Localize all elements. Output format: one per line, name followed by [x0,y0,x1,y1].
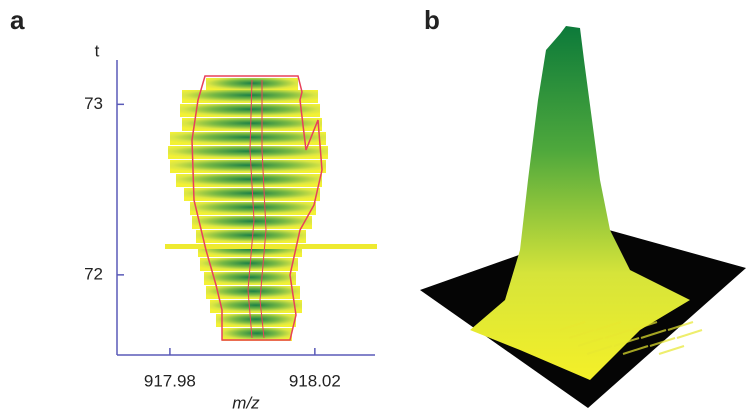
heatmap-row [222,328,292,341]
streak [595,321,622,331]
streak [622,345,649,355]
heatmap-row [184,188,320,201]
heatmap-row [204,272,296,285]
streak [649,337,676,347]
y-tick-label: 73 [84,94,103,113]
contour [191,75,323,341]
streak [577,337,604,347]
streak [676,329,703,339]
heatmap-row [210,300,302,313]
heatmap-row [170,160,326,173]
contour [247,79,267,339]
streak [631,321,658,331]
heatmap-row [182,118,322,131]
streak [604,329,631,339]
panel-label: b [424,5,440,35]
streak [613,337,640,347]
peak [470,26,690,380]
streak [667,321,694,331]
x-tick-label: 918.02 [289,371,341,390]
y-tick-label: 72 [84,264,103,283]
streak [568,329,595,339]
x-axis-label: m/z [232,393,260,412]
heatmap-row [180,104,320,117]
heatmap-row [182,90,318,103]
y-axis-label: t [95,41,100,60]
heatmap-row [216,314,296,327]
heatmap-row [176,174,322,187]
streak [559,321,586,331]
streak [658,345,685,355]
x-tick-label: 917.98 [144,371,196,390]
heatmap-row [165,244,377,249]
heatmap [165,78,377,341]
streak [586,345,613,355]
panel-label: a [10,5,25,35]
heatmap-row [170,132,326,145]
surface [470,26,703,380]
heatmap-row [192,216,312,229]
heatmap-row [168,146,328,159]
heatmap-row [196,230,306,243]
heatmap-row [200,258,298,271]
heatmap-row [206,286,300,299]
streak [640,329,667,339]
